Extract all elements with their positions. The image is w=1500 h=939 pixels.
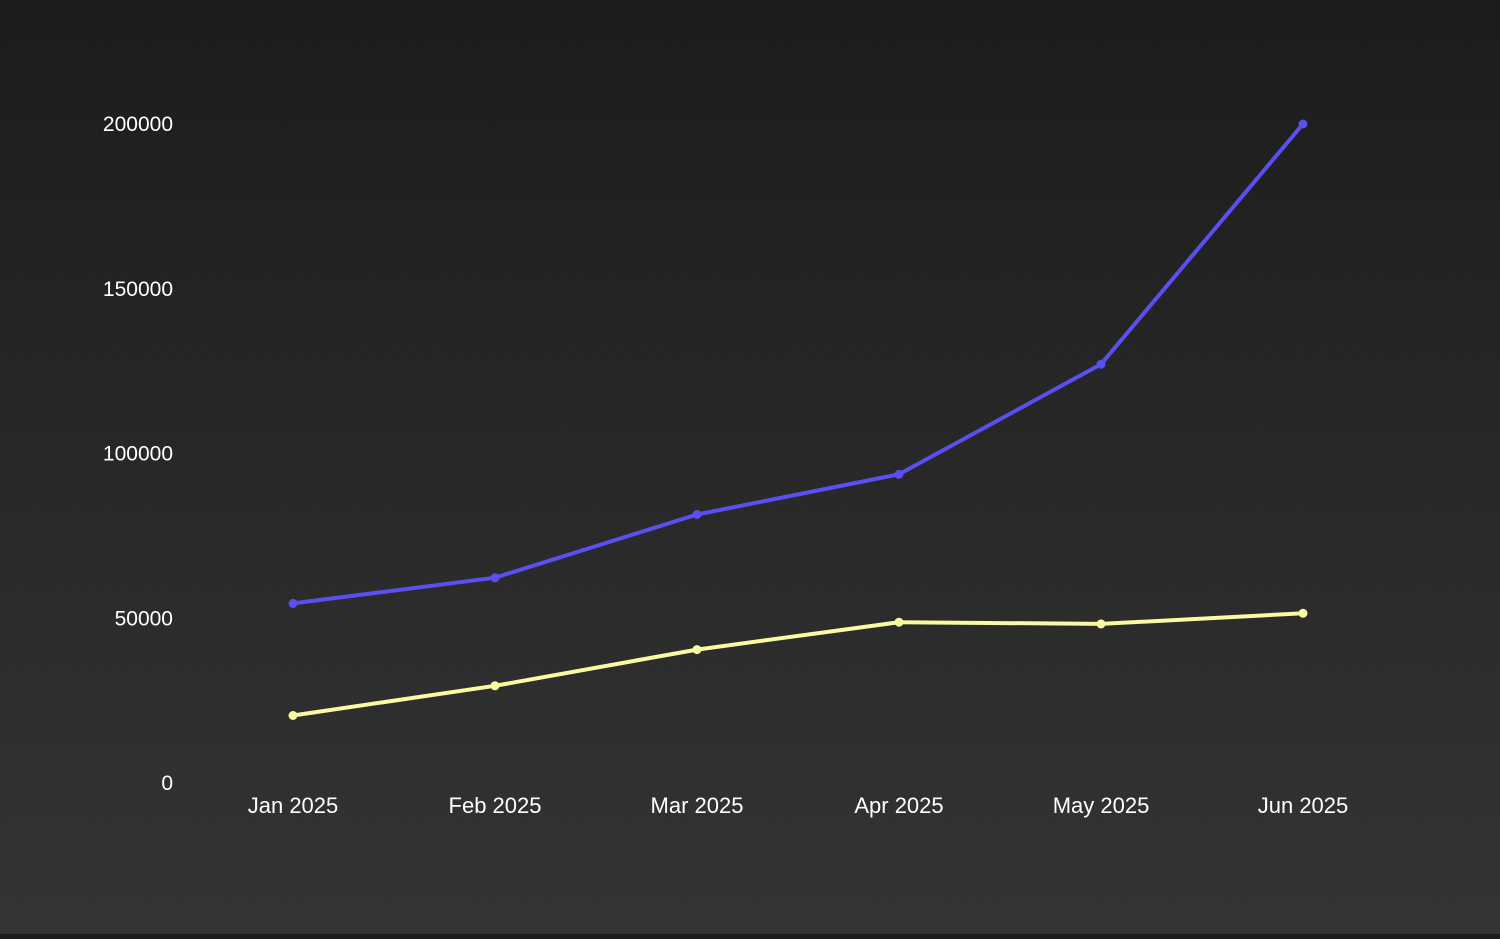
data-point[interactable]: [490, 573, 500, 583]
data-point[interactable]: [490, 681, 500, 691]
x-tick-label: Mar 2025: [651, 793, 744, 818]
data-point[interactable]: [1298, 608, 1308, 618]
data-point[interactable]: [894, 617, 904, 627]
x-tick-label: Apr 2025: [854, 793, 943, 818]
data-point[interactable]: [1096, 359, 1106, 369]
data-point[interactable]: [1096, 619, 1106, 629]
data-point[interactable]: [692, 510, 702, 519]
series-group: [288, 119, 1308, 720]
data-point[interactable]: [288, 598, 298, 608]
y-tick-label: 150000: [103, 278, 173, 301]
y-tick-label: 200000: [103, 113, 173, 136]
x-tick-label: Jan 2025: [248, 793, 339, 818]
series-line: [291, 611, 1305, 718]
data-point[interactable]: [894, 469, 904, 479]
series-1: [288, 119, 1308, 608]
data-point[interactable]: [692, 645, 702, 655]
x-tick-label: May 2025: [1053, 793, 1150, 818]
series-line: [291, 122, 1305, 606]
y-axis: 0 50000 100000 150000 200000: [103, 113, 173, 795]
y-tick-label: 100000: [103, 443, 173, 466]
x-axis: Jan 2025 Feb 2025 Mar 2025 Apr 2025 May 2025…: [248, 793, 1349, 818]
data-point[interactable]: [288, 711, 298, 720]
series-2: [288, 608, 1308, 720]
x-tick-label: Feb 2025: [449, 793, 542, 818]
y-tick-label: 0: [161, 772, 173, 795]
y-tick-label: 50000: [115, 607, 173, 630]
x-tick-label: Jun 2025: [1258, 793, 1349, 818]
data-point[interactable]: [1298, 119, 1308, 129]
